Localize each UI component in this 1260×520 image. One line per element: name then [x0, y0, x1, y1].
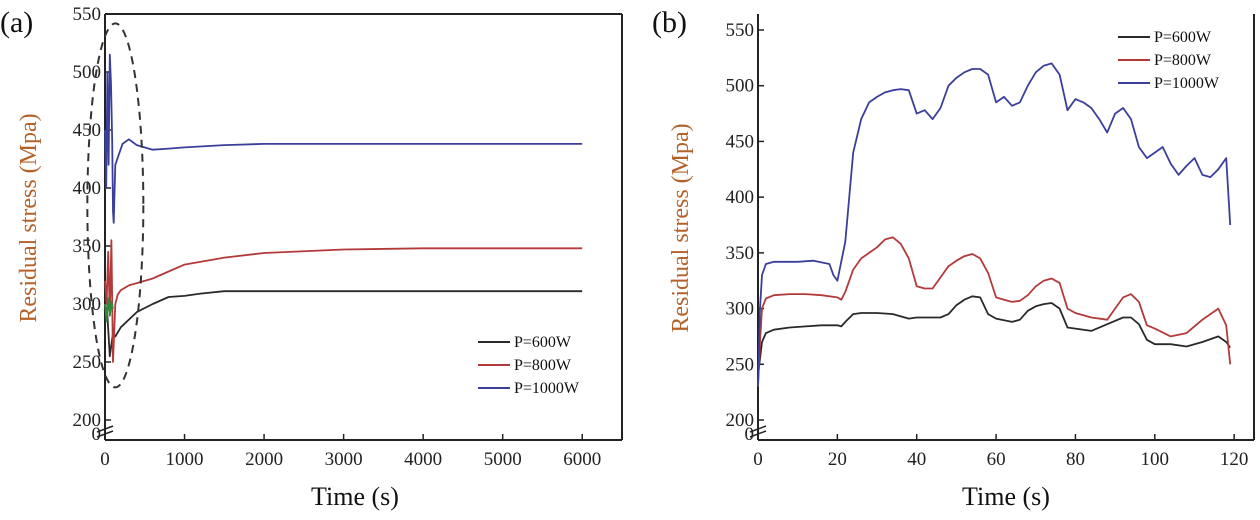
x-tick-label: 120	[1220, 449, 1249, 470]
y-tick-label: 400	[726, 187, 755, 208]
panel-a-chart: (a) Time (s) Residual stress (Mpa) 0 1000…	[0, 4, 623, 511]
panel-label-a: (a)	[0, 6, 33, 39]
legend-entry: P=1000W	[514, 380, 580, 397]
x-tick-label: 100	[1141, 449, 1170, 470]
y-tick-label: 500	[73, 62, 102, 83]
y-tick-label: 450	[73, 120, 102, 141]
y-tick-label-zero: 0	[92, 424, 102, 445]
series-line	[757, 62, 1232, 387]
series-line	[757, 295, 1231, 376]
legend-entry: P=600W	[1154, 29, 1212, 46]
x-tick-label: 0	[100, 449, 110, 470]
legend-entry: P=800W	[514, 357, 572, 374]
y-tick-label: 450	[726, 131, 755, 152]
x-tick-label: 6000	[563, 449, 601, 470]
x-tick-label: 80	[1066, 449, 1085, 470]
y-tick-label: 250	[73, 352, 102, 373]
y-tick-label: 200	[726, 410, 755, 431]
x-tick-label: 2000	[245, 449, 283, 470]
series-line	[104, 297, 114, 323]
x-tick-label: 20	[828, 449, 847, 470]
x-axis-label: Time (s)	[311, 482, 399, 511]
x-axis-label: Time (s)	[962, 482, 1050, 511]
y-tick-label: 350	[73, 236, 102, 257]
legend-entry: P=600W	[514, 334, 572, 351]
panel-label-b: (b)	[652, 6, 687, 39]
y-tick-label: 500	[726, 76, 755, 97]
y-tick-label: 300	[726, 299, 755, 320]
annotation-ellipse	[86, 22, 145, 389]
x-tick-label: 3000	[325, 449, 363, 470]
x-tick-label: 60	[987, 449, 1006, 470]
x-tick-label: 0	[753, 449, 763, 470]
y-tick-label: 200	[73, 410, 102, 431]
series-line	[104, 239, 583, 363]
axis-break-mark	[749, 425, 767, 438]
y-tick-label-zero: 0	[745, 424, 755, 445]
series-line	[104, 290, 583, 358]
axis-break-mark	[96, 425, 114, 438]
series-line	[757, 236, 1232, 387]
y-axis-label: Residual stress (Mpa)	[668, 123, 694, 332]
y-tick-label: 350	[726, 243, 755, 264]
legend-entry: P=1000W	[1154, 75, 1220, 92]
panel-b-chart: (b) Time (s) Residual stress (Mpa) 0 20 40…	[652, 6, 1255, 511]
x-tick-label: 1000	[166, 449, 204, 470]
x-tick-label: 5000	[484, 449, 522, 470]
y-tick-label: 550	[726, 20, 755, 41]
y-tick-label: 300	[73, 294, 102, 315]
x-tick-label: 40	[907, 449, 926, 470]
y-tick-label: 250	[726, 354, 755, 375]
legend-entry: P=800W	[1154, 52, 1212, 69]
y-tick-label: 550	[73, 4, 102, 25]
y-axis-label: Residual stress (Mpa)	[16, 113, 42, 322]
x-tick-label: 4000	[404, 449, 442, 470]
series-line	[104, 53, 583, 224]
